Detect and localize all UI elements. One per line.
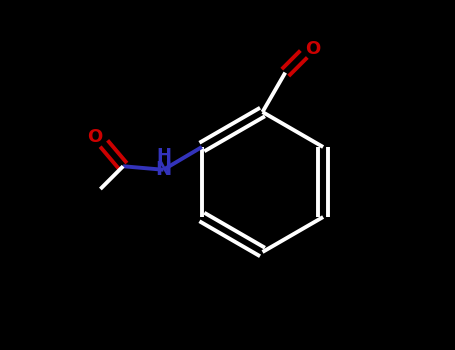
- Text: O: O: [305, 40, 320, 58]
- Text: H: H: [156, 147, 171, 165]
- Text: N: N: [155, 160, 172, 179]
- Text: O: O: [87, 128, 103, 146]
